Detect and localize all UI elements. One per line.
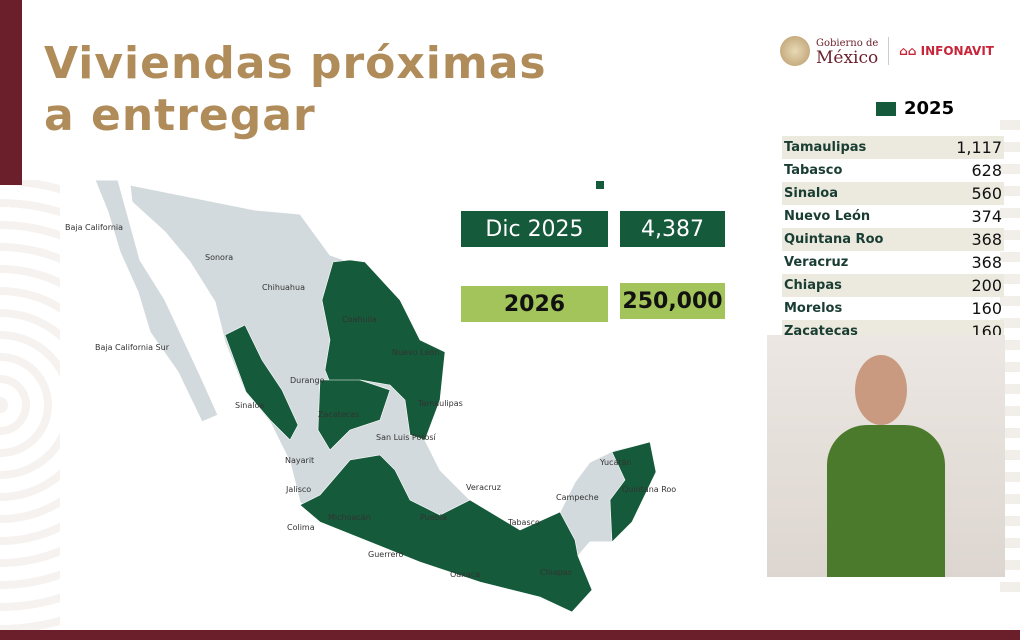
map-label: Guerrero xyxy=(368,550,403,559)
logo-divider xyxy=(888,37,890,65)
table-row: Morelos 160 xyxy=(782,297,1004,320)
state-value: 200 xyxy=(971,276,1002,295)
small-marker xyxy=(596,181,604,189)
interpreter-body xyxy=(827,425,945,577)
map-label: Campeche xyxy=(556,493,599,502)
title-line-1: Viviendas próximas xyxy=(44,38,547,89)
state-value: 160 xyxy=(971,299,1002,318)
map-label: Tabasco xyxy=(507,518,540,527)
map-label: Sonora xyxy=(205,253,233,262)
table-row: Quintana Roo 368 xyxy=(782,228,1004,251)
decorative-pattern-right xyxy=(1000,120,1020,600)
map-label: Yucatán xyxy=(599,458,631,467)
state-name: Chiapas xyxy=(784,278,842,293)
state-value: 374 xyxy=(971,207,1002,226)
gobierno-logo: Gobierno de México xyxy=(816,37,879,68)
map-label: Sinaloa xyxy=(235,401,264,410)
map-zacatecas xyxy=(317,379,391,451)
map-label: Puebla xyxy=(420,513,447,522)
interpreter-head xyxy=(855,355,907,425)
slide-title: Viviendas próximas a entregar xyxy=(44,38,547,142)
state-name: Tabasco xyxy=(784,163,843,178)
dic-2025-label: Dic 2025 xyxy=(461,211,608,247)
legend: 2025 xyxy=(876,98,954,119)
map-label: Oaxaca xyxy=(450,570,480,579)
legend-label: 2025 xyxy=(904,98,955,119)
mexico-map: Baja California Sonora Chihuahua Coahuila Nu… xyxy=(65,179,676,613)
year-2026-value: 250,000 xyxy=(620,283,725,319)
state-name: Quintana Roo xyxy=(784,232,884,247)
bottom-accent-bar xyxy=(0,630,1020,640)
map-label: Chihuahua xyxy=(262,283,305,292)
state-value: 560 xyxy=(971,184,1002,203)
map-label: Tamaulipas xyxy=(417,399,463,408)
map-label: Baja California Sur xyxy=(95,343,170,352)
map-label: Chiapas xyxy=(540,568,572,577)
dic-2025-value: 4,387 xyxy=(620,211,725,247)
state-value: 368 xyxy=(971,253,1002,272)
title-line-2: a entregar xyxy=(44,90,316,141)
map-label: Nuevo León xyxy=(392,347,439,357)
table-row: Nuevo León 374 xyxy=(782,205,1004,228)
infonavit-logo: ⌂⌂ INFONAVIT xyxy=(899,44,994,58)
state-name: Veracruz xyxy=(784,255,849,270)
infonavit-houses-icon: ⌂⌂ xyxy=(899,44,921,58)
map-label: Baja California xyxy=(65,223,123,232)
state-value: 368 xyxy=(971,230,1002,249)
state-name: Nuevo León xyxy=(784,209,871,224)
map-northeast xyxy=(321,259,446,441)
table-row: Sinaloa 560 xyxy=(782,182,1004,205)
map-label: Jalisco xyxy=(285,485,311,494)
legend-swatch xyxy=(876,101,896,116)
state-value: 628 xyxy=(971,161,1002,180)
map-baja xyxy=(94,179,219,423)
state-name: Morelos xyxy=(784,301,843,316)
table-row: Tamaulipas 1,117 xyxy=(782,136,1004,159)
seal-icon xyxy=(780,36,810,66)
map-label: Zacatecas xyxy=(318,410,359,419)
state-value: 1,117 xyxy=(956,138,1002,157)
map-label: Veracruz xyxy=(466,483,501,492)
table-row: Veracruz 368 xyxy=(782,251,1004,274)
map-label: San Luis Potosí xyxy=(376,433,437,442)
map-label: Durango xyxy=(290,376,325,385)
logos: Gobierno de México ⌂⌂ INFONAVIT xyxy=(780,36,994,68)
left-accent-bar xyxy=(0,0,22,185)
table-row: Tabasco 628 xyxy=(782,159,1004,182)
sign-language-interpreter-video xyxy=(767,335,1005,577)
map-label: Colima xyxy=(287,523,315,532)
decorative-pattern xyxy=(0,180,60,630)
year-2026-label: 2026 xyxy=(461,286,608,322)
map-label: Michoacán xyxy=(328,513,371,522)
table-row: Chiapas 200 xyxy=(782,274,1004,297)
gobierno-big: México xyxy=(816,48,879,68)
infonavit-text: INFONAVIT xyxy=(920,44,994,58)
gobierno-small: Gobierno de xyxy=(816,38,879,49)
map-yucatan xyxy=(609,441,657,543)
map-south xyxy=(299,454,593,613)
states-table: Tamaulipas 1,117 Tabasco 628 Sinaloa 560 Nuevo… xyxy=(782,136,1004,343)
map-label: Nayarit xyxy=(285,456,314,465)
map-sinaloa xyxy=(224,324,299,441)
state-name: Sinaloa xyxy=(784,186,839,201)
map-label: Quintana Roo xyxy=(622,485,676,494)
map-label: Coahuila xyxy=(342,315,377,324)
state-name: Tamaulipas xyxy=(784,140,867,155)
